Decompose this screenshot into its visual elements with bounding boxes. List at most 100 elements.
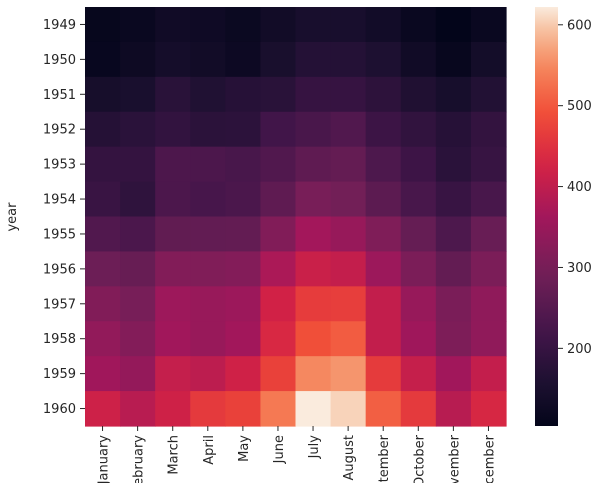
- heatmap-cell: [470, 356, 507, 392]
- heatmap-cell: [330, 7, 367, 43]
- heatmap-cell: [155, 181, 191, 218]
- heatmap-cell: [330, 251, 367, 287]
- heatmap-cell: [365, 111, 402, 148]
- heatmap-cell: [225, 251, 262, 287]
- heatmap-cell: [435, 146, 472, 183]
- heatmap-cell: [260, 251, 297, 287]
- heatmap-cell: [190, 216, 226, 253]
- heatmap-cell: [400, 181, 437, 218]
- heatmap-cell: [295, 146, 332, 183]
- heatmap-cell: [85, 76, 121, 113]
- x-tick-label: January: [97, 435, 112, 483]
- heatmap-cell: [260, 7, 297, 43]
- y-tick-label: 1960: [43, 402, 76, 417]
- heatmap-cell: [190, 76, 226, 113]
- x-tick-label: November: [447, 434, 462, 483]
- x-tick-label: February: [132, 435, 147, 483]
- heatmap-cells: [85, 7, 507, 427]
- heatmap-cell: [400, 216, 437, 253]
- heatmap-cell: [435, 356, 472, 392]
- heatmap-cell: [225, 216, 262, 253]
- y-tick-label: 1955: [43, 227, 76, 242]
- colorbar-tick-label: 600: [567, 18, 592, 33]
- heatmap-cell: [330, 111, 367, 148]
- y-tick-label: 1957: [43, 297, 76, 312]
- heatmap-cell: [470, 321, 507, 357]
- heatmap-cell: [365, 146, 402, 183]
- colorbar-tick-label: 400: [567, 180, 592, 195]
- heatmap-cell: [190, 41, 226, 78]
- heatmap-cell: [470, 76, 507, 113]
- heatmap-cell: [435, 286, 472, 322]
- y-tick-label: 1958: [43, 332, 76, 347]
- colorbar-tick-label: 200: [567, 342, 592, 357]
- heatmap-cell: [85, 111, 121, 148]
- y-tick-label: 1951: [43, 88, 76, 103]
- heatmap-cell: [225, 321, 262, 357]
- x-tick-label: April: [202, 435, 217, 465]
- y-tick-label: 1952: [43, 123, 76, 138]
- heatmap-cell: [435, 321, 472, 357]
- heatmap-cell: [365, 251, 402, 287]
- heatmap-cell: [260, 181, 297, 218]
- y-axis-label: year: [5, 202, 20, 232]
- heatmap-cell: [470, 391, 507, 427]
- heatmap-cell: [120, 216, 156, 253]
- heatmap-cell: [190, 286, 226, 322]
- heatmap-cell: [435, 391, 472, 427]
- heatmap-cell: [190, 251, 226, 287]
- heatmap-cell: [120, 146, 156, 183]
- heatmap-cell: [365, 356, 402, 392]
- colorbar: [535, 7, 558, 426]
- heatmap-cell: [435, 251, 472, 287]
- heatmap-cell: [365, 391, 402, 427]
- x-tick-label: October: [412, 434, 427, 483]
- colorbar-tick-label: 300: [567, 261, 592, 276]
- heatmap-cell: [260, 321, 297, 357]
- heatmap-cell: [295, 391, 332, 427]
- y-tick-label: 1949: [43, 18, 76, 33]
- heatmap-cell: [295, 356, 332, 392]
- heatmap-cell: [155, 146, 191, 183]
- heatmap-cell: [155, 76, 191, 113]
- heatmap-cell: [225, 111, 262, 148]
- heatmap-cell: [85, 7, 121, 43]
- x-tick-label: September: [377, 434, 392, 483]
- x-tick-label: December: [482, 434, 497, 483]
- heatmap-cell: [225, 356, 262, 392]
- y-tick-label: 1953: [43, 158, 76, 173]
- x-tick-labels: January February March April May June July Augu…: [97, 426, 497, 483]
- heatmap-cell: [260, 216, 297, 253]
- heatmap-cell: [400, 41, 437, 78]
- heatmap-cell: [400, 111, 437, 148]
- heatmap-cell: [260, 356, 297, 392]
- x-tick-label: May: [237, 435, 252, 462]
- heatmap-cell: [400, 391, 437, 427]
- heatmap-cell: [155, 111, 191, 148]
- heatmap-cell: [470, 251, 507, 287]
- heatmap-cell: [225, 146, 262, 183]
- heatmap-cell: [295, 7, 332, 43]
- heatmap-cell: [365, 216, 402, 253]
- heatmap-cell: [295, 111, 332, 148]
- heatmap-cell: [85, 146, 121, 183]
- heatmap-cell: [400, 76, 437, 113]
- heatmap-cell: [330, 356, 367, 392]
- heatmap-cell: [120, 286, 156, 322]
- y-tick-label: 1954: [43, 193, 76, 208]
- heatmap-cell: [225, 7, 262, 43]
- heatmap-cell: [120, 76, 156, 113]
- heatmap-cell: [295, 251, 332, 287]
- y-tick-label: 1956: [43, 262, 76, 277]
- heatmap-cell: [120, 391, 156, 427]
- heatmap-cell: [330, 286, 367, 322]
- heatmap-cell: [260, 391, 297, 427]
- heatmap-cell: [85, 181, 121, 218]
- heatmap-cell: [400, 7, 437, 43]
- heatmap-cell: [120, 251, 156, 287]
- heatmap-cell: [435, 181, 472, 218]
- heatmap-cell: [225, 41, 262, 78]
- heatmap-cell: [190, 391, 226, 427]
- x-tick-label: June: [272, 435, 287, 464]
- heatmap-cell: [190, 321, 226, 357]
